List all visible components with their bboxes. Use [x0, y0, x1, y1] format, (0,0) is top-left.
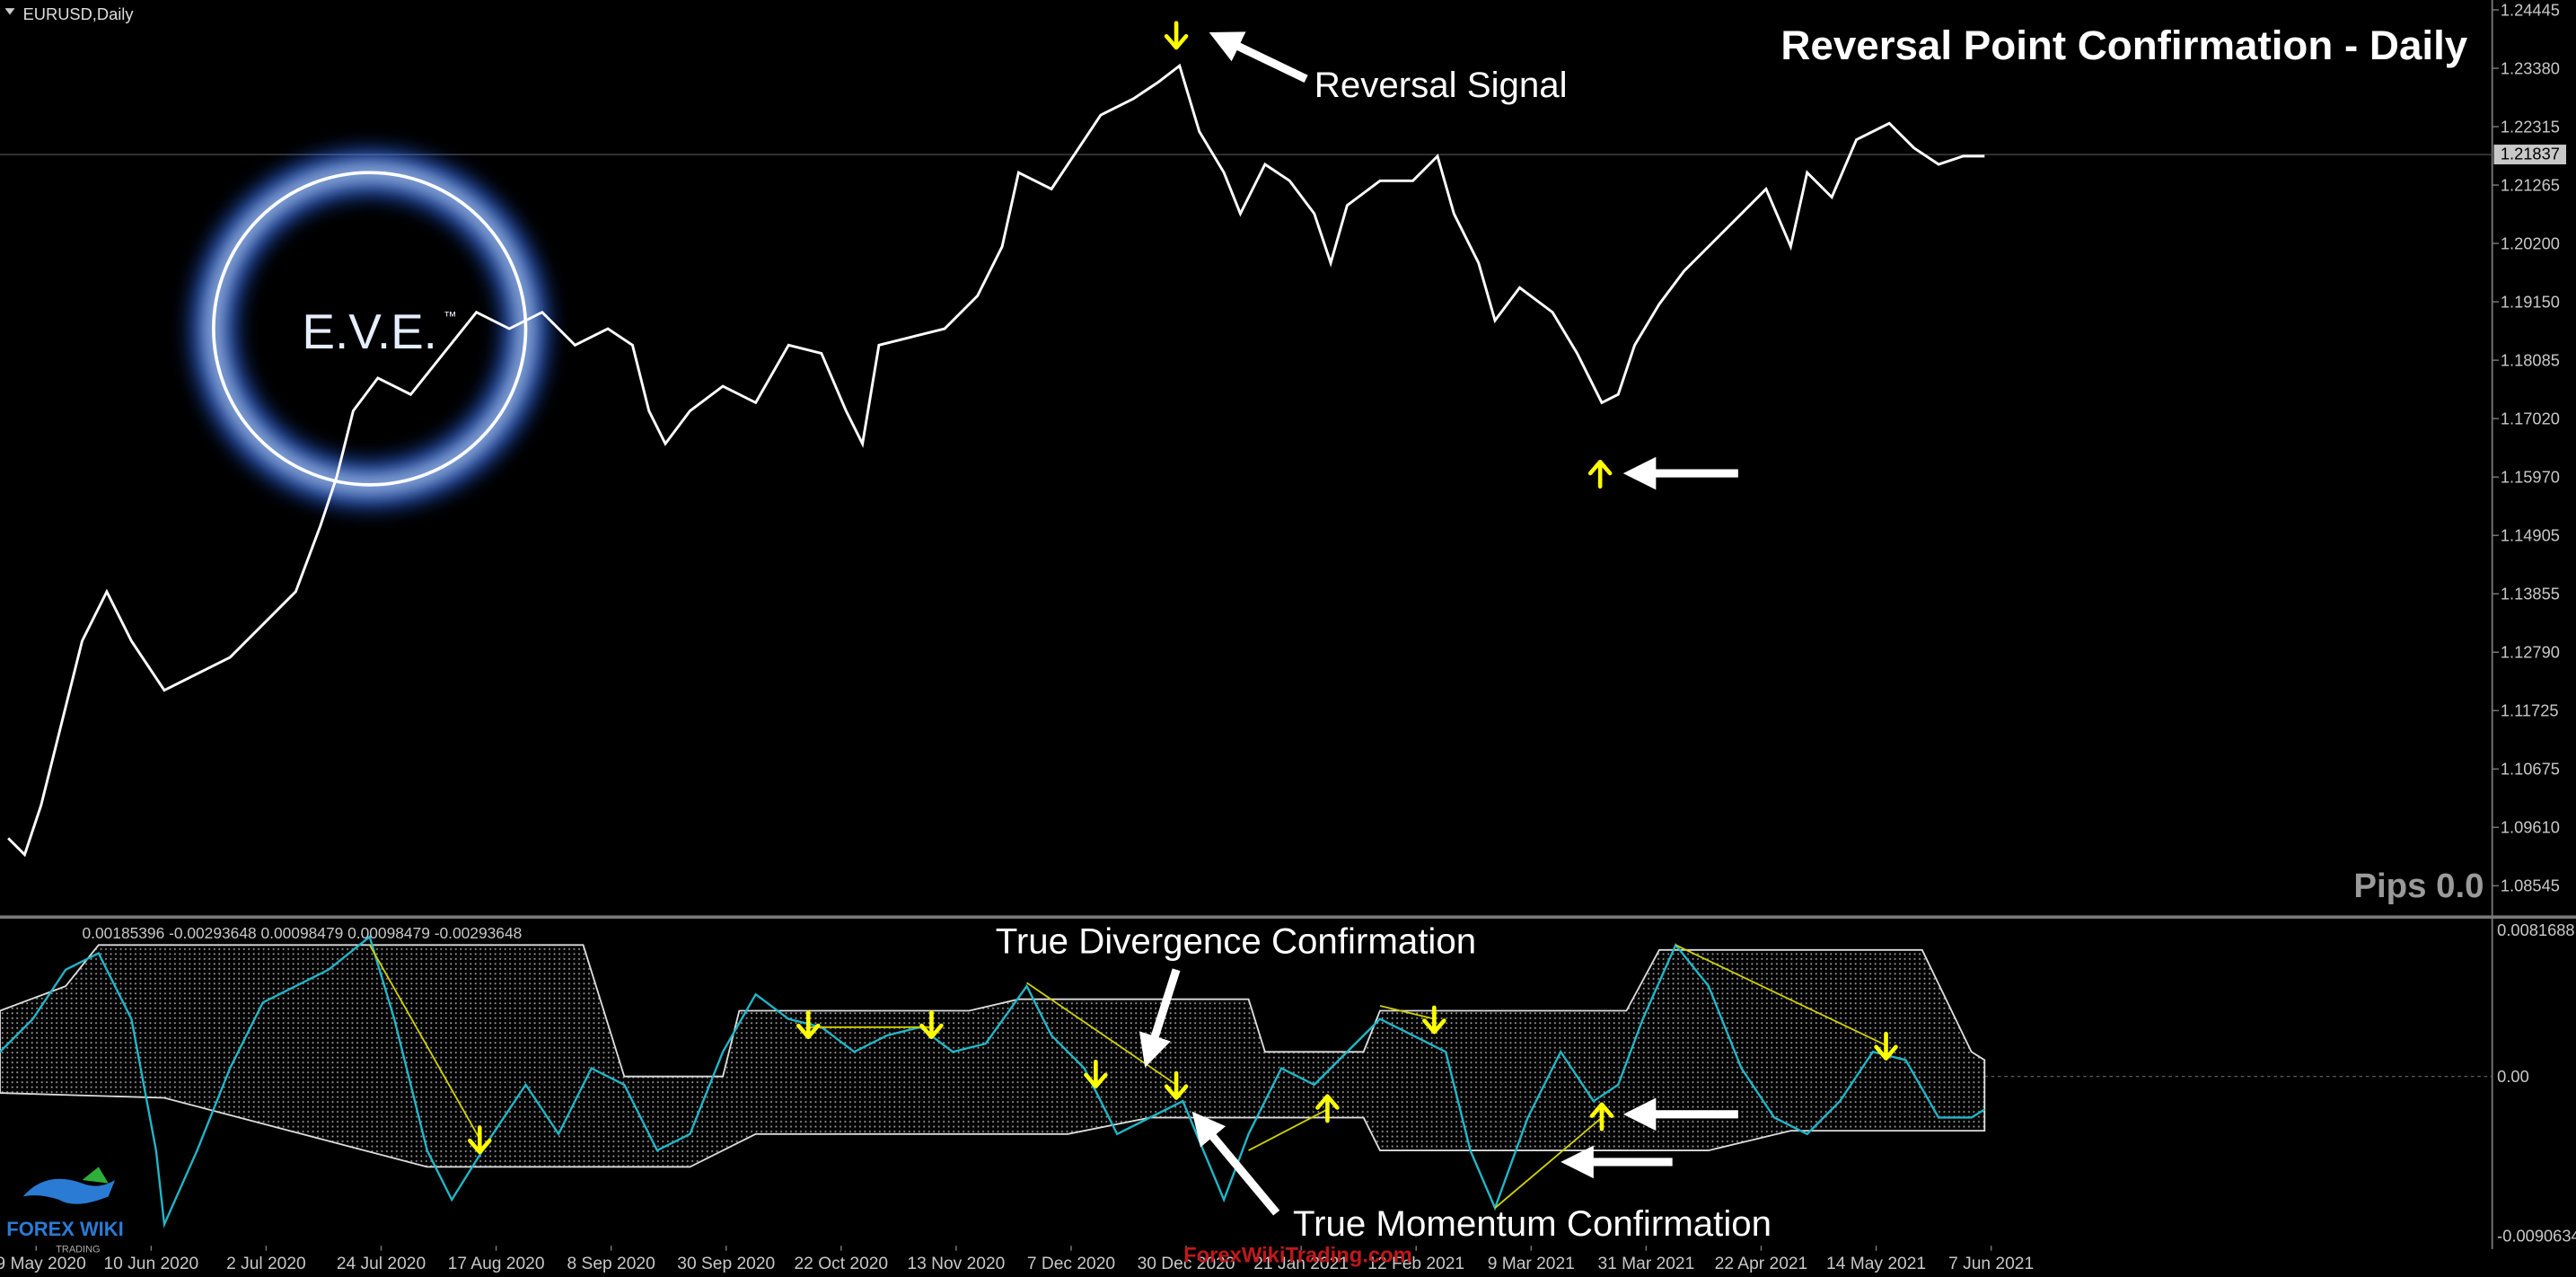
indicator-label: 0.00 — [2497, 1067, 2529, 1086]
down-arrow — [468, 1125, 492, 1155]
pips-label: Pips 0.0 — [2353, 867, 2484, 905]
date-label: 30 Sep 2020 — [677, 1255, 775, 1273]
date-label: 12 Feb 2021 — [1367, 1255, 1464, 1273]
down-signals — [468, 21, 1898, 1155]
logo-text: E.V.E. — [302, 304, 436, 359]
logo-ring-core — [212, 171, 528, 487]
indicator-values: 0.00185396 -0.00293648 0.00098479 0.0009… — [82, 924, 522, 942]
date-label: 7 Jun 2021 — [1948, 1255, 2034, 1273]
current-price-box — [2493, 145, 2567, 165]
down-arrow — [1164, 21, 1189, 50]
down-arrow — [1874, 1031, 1898, 1061]
divergence-line — [1026, 982, 1177, 1086]
date-label: 17 Aug 2020 — [448, 1255, 545, 1273]
divergence-lines — [368, 944, 1886, 1209]
down-arrow — [1084, 1059, 1108, 1088]
price-label: 1.11725 — [2501, 701, 2559, 720]
price-label: 1.20200 — [2501, 233, 2560, 252]
price-trace — [7, 63, 1985, 858]
price-label: 1.22315 — [2501, 117, 2560, 136]
date-label: 14 May 2021 — [1826, 1255, 1926, 1273]
price-label: 1.15970 — [2501, 468, 2560, 487]
date-label: 22 Oct 2020 — [795, 1255, 889, 1273]
date-label: 7 Dec 2020 — [1027, 1255, 1115, 1273]
down-arrow — [796, 1010, 821, 1040]
date-label: 30 Dec 2020 — [1138, 1255, 1235, 1273]
date-label: 24 Jul 2020 — [337, 1255, 426, 1273]
date-label: 13 Nov 2020 — [907, 1255, 1005, 1273]
logo-tm: ™ — [444, 310, 457, 324]
price-label: 1.23380 — [2501, 58, 2560, 77]
date-axis: 19 May 2020 10 Jun 2020 2 Jul 2020 24 Jul 2… — [0, 1246, 2034, 1273]
symbol-label: EURUSD,Daily — [23, 4, 135, 23]
price-label: 1.24445 — [2501, 0, 2560, 19]
menu-triangle — [4, 8, 15, 15]
date-label: 9 Mar 2021 — [1488, 1255, 1575, 1273]
annotation-arrow — [1139, 968, 1181, 1068]
chart-title: Reversal Point Confirmation - Daily — [1780, 22, 2467, 68]
indicator-label: 0.0081688 — [2497, 920, 2574, 939]
up-signals — [1315, 459, 1614, 1132]
oscillator-line — [0, 935, 1985, 1229]
annotation-arrows — [1139, 31, 1738, 1216]
price-label: 1.09610 — [2501, 818, 2560, 837]
indicator-label: -0.0090634 — [2497, 1227, 2576, 1246]
annotation-arrow — [1209, 31, 1308, 83]
down-arrow — [919, 1010, 944, 1040]
divergence-line — [1675, 944, 1886, 1046]
current-price: 1.21837 — [2501, 145, 2560, 163]
down-arrow — [1164, 1070, 1189, 1100]
price-label: 1.19150 — [2501, 293, 2560, 312]
date-label: 10 Jun 2020 — [103, 1255, 198, 1273]
indicator-axis: 0.0081688 0.00 -0.0090634 — [2497, 920, 2576, 1245]
up-arrow — [1587, 459, 1613, 489]
annotation: True Divergence Confirmation — [996, 920, 1476, 961]
date-label: 2 Jul 2020 — [226, 1255, 306, 1273]
price-label: 1.21265 — [2501, 175, 2560, 194]
price-label: 1.18085 — [2501, 351, 2560, 370]
price-axis: 1.24445 1.23380 1.22315 1.21265 1.20200 1.191… — [2492, 0, 2560, 895]
up-arrow — [1315, 1094, 1340, 1123]
logo-bull — [22, 1178, 116, 1204]
annotation-arrow — [1191, 1111, 1280, 1216]
price-label: 1.10675 — [2501, 760, 2560, 779]
divergence-line — [1379, 1005, 1435, 1020]
date-label: 21 Jan 2021 — [1253, 1255, 1349, 1273]
annotation: True Momentum Confirmation — [1293, 1203, 1772, 1244]
divergence-line — [1248, 1108, 1328, 1151]
divergence-line — [1494, 1116, 1603, 1209]
indicator-cloud — [0, 944, 1986, 1168]
date-label: 19 May 2020 — [0, 1255, 86, 1273]
date-label: 22 Apr 2021 — [1715, 1255, 1808, 1273]
watermark: ForexWikiTrading.com — [1183, 1244, 1412, 1268]
price-label: 1.13855 — [2501, 585, 2560, 603]
down-arrow — [1422, 1005, 1446, 1035]
logo-trading: TRADING — [56, 1245, 100, 1255]
annotation: Reversal Signal — [1314, 65, 1568, 105]
date-label: 31 Mar 2021 — [1597, 1255, 1694, 1273]
price-label: 1.14905 — [2501, 526, 2560, 545]
price-label: 1.17020 — [2501, 410, 2560, 428]
price-label: 1.12790 — [2501, 643, 2560, 662]
divergence-line — [368, 944, 481, 1140]
date-label: 8 Sep 2020 — [567, 1255, 655, 1273]
logo-forexwiki: FOREX WIKI — [6, 1218, 123, 1240]
logo-leaf — [82, 1167, 109, 1184]
price-label: 1.08545 — [2501, 876, 2560, 895]
up-arrow — [1589, 1102, 1614, 1132]
